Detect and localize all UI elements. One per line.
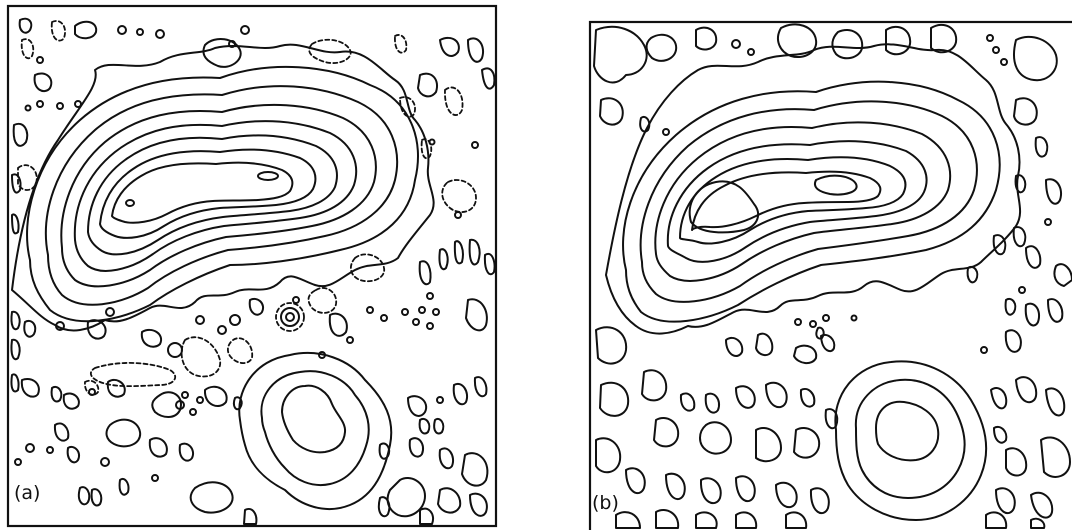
southern-source-contours-a <box>238 351 393 510</box>
noise-contours-a <box>10 17 496 525</box>
main-source-contours-b <box>622 80 1001 323</box>
panel-label-a: (a) <box>14 482 41 504</box>
panel-a-frame <box>6 4 498 528</box>
contour-panel-a: (a) <box>0 0 500 530</box>
noise-contours-b <box>593 23 1072 529</box>
panel-b-frame <box>588 20 1072 530</box>
southern-source-contours-b <box>834 360 988 521</box>
outer-envelope-a <box>11 43 435 332</box>
main-source-contours-a <box>26 65 419 323</box>
contour-panel-b: (b) <box>586 0 1072 530</box>
panel-label-b: (b) <box>592 492 619 514</box>
contour-map-a <box>6 4 498 528</box>
negative-contours-a <box>17 20 477 396</box>
contour-map-b <box>588 20 1072 530</box>
outer-envelope-b <box>605 43 1021 335</box>
